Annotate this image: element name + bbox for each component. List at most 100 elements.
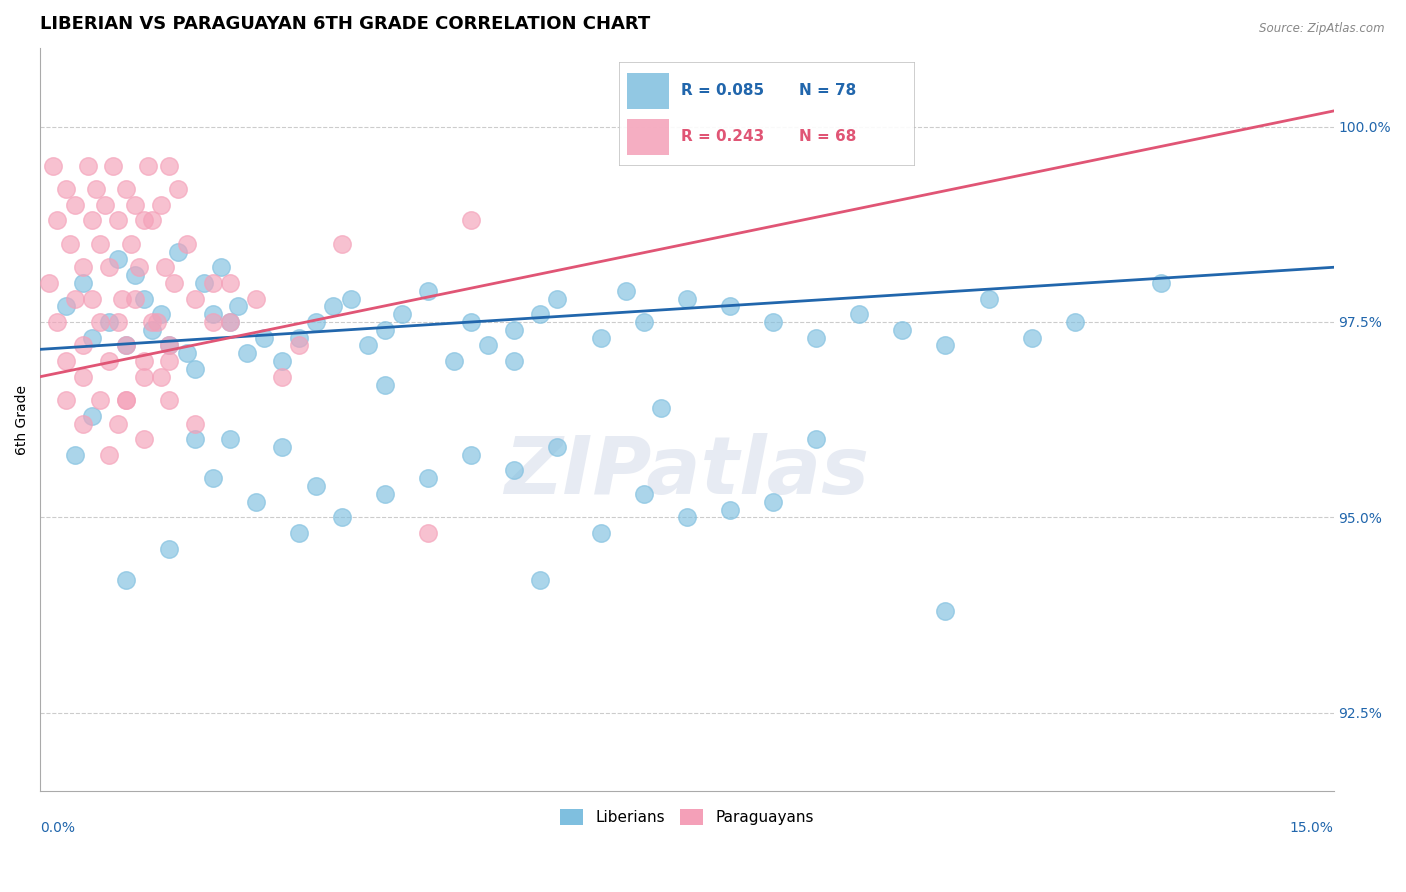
Point	[418, 471, 440, 485]
Point	[374, 323, 396, 337]
Point	[46, 315, 69, 329]
Text: 0.0%: 0.0%	[41, 821, 75, 835]
Point	[72, 338, 94, 352]
Point	[89, 236, 111, 251]
Point	[84, 182, 107, 196]
Point	[153, 260, 176, 275]
Point	[72, 369, 94, 384]
Point	[762, 494, 785, 508]
Point	[159, 338, 181, 352]
Point	[159, 354, 181, 368]
Point	[107, 252, 129, 267]
Point	[124, 292, 146, 306]
Point	[159, 338, 181, 352]
Text: LIBERIAN VS PARAGUAYAN 6TH GRADE CORRELATION CHART: LIBERIAN VS PARAGUAYAN 6TH GRADE CORRELA…	[41, 15, 651, 33]
Point	[141, 315, 163, 329]
Point	[288, 330, 311, 344]
Point	[529, 307, 551, 321]
Point	[201, 307, 224, 321]
Point	[762, 315, 785, 329]
Point	[305, 315, 328, 329]
Point	[1150, 276, 1173, 290]
Point	[253, 330, 276, 344]
Text: N = 68: N = 68	[799, 129, 856, 145]
Point	[42, 159, 65, 173]
Point	[72, 276, 94, 290]
Point	[616, 284, 638, 298]
Point	[218, 315, 240, 329]
Point	[80, 292, 103, 306]
Text: R = 0.243: R = 0.243	[681, 129, 763, 145]
Point	[460, 315, 482, 329]
Point	[55, 182, 77, 196]
Point	[546, 292, 568, 306]
Point	[650, 401, 672, 415]
Point	[218, 276, 240, 290]
Point	[63, 448, 86, 462]
Point	[38, 276, 60, 290]
Point	[98, 260, 121, 275]
Point	[218, 315, 240, 329]
Point	[149, 198, 172, 212]
Point	[132, 292, 155, 306]
Point	[63, 198, 86, 212]
Point	[80, 330, 103, 344]
Point	[111, 292, 134, 306]
Point	[163, 276, 186, 290]
Point	[55, 299, 77, 313]
Point	[141, 323, 163, 337]
Point	[136, 159, 159, 173]
Point	[72, 417, 94, 431]
Point	[124, 268, 146, 282]
Point	[167, 244, 190, 259]
Text: R = 0.085: R = 0.085	[681, 83, 763, 98]
Point	[201, 315, 224, 329]
Point	[98, 448, 121, 462]
Point	[115, 338, 138, 352]
Point	[270, 440, 292, 454]
Point	[94, 198, 117, 212]
Point	[218, 432, 240, 446]
Point	[322, 299, 344, 313]
Point	[305, 479, 328, 493]
Point	[977, 292, 1000, 306]
Point	[1063, 315, 1085, 329]
Point	[176, 236, 198, 251]
Point	[245, 494, 267, 508]
Point	[245, 292, 267, 306]
Point	[270, 354, 292, 368]
Point	[55, 393, 77, 408]
Legend: Liberians, Paraguayans: Liberians, Paraguayans	[554, 804, 820, 831]
Point	[145, 315, 167, 329]
Point	[503, 463, 526, 477]
Point	[209, 260, 232, 275]
Y-axis label: 6th Grade: 6th Grade	[15, 384, 30, 455]
Point	[443, 354, 465, 368]
Point	[184, 432, 207, 446]
Point	[132, 213, 155, 227]
Point	[804, 330, 827, 344]
Point	[149, 369, 172, 384]
Point	[529, 573, 551, 587]
Point	[184, 292, 207, 306]
Point	[89, 315, 111, 329]
Point	[848, 307, 870, 321]
Point	[236, 346, 259, 360]
Point	[159, 393, 181, 408]
Point	[184, 362, 207, 376]
Point	[80, 409, 103, 423]
Point	[633, 315, 655, 329]
Point	[89, 393, 111, 408]
Point	[589, 330, 612, 344]
Point	[934, 604, 956, 618]
Point	[357, 338, 380, 352]
Point	[477, 338, 499, 352]
Point	[98, 354, 121, 368]
Point	[718, 299, 741, 313]
Point	[159, 159, 181, 173]
Point	[891, 323, 914, 337]
Point	[149, 307, 172, 321]
Point	[72, 260, 94, 275]
Point	[115, 338, 138, 352]
Point	[107, 213, 129, 227]
